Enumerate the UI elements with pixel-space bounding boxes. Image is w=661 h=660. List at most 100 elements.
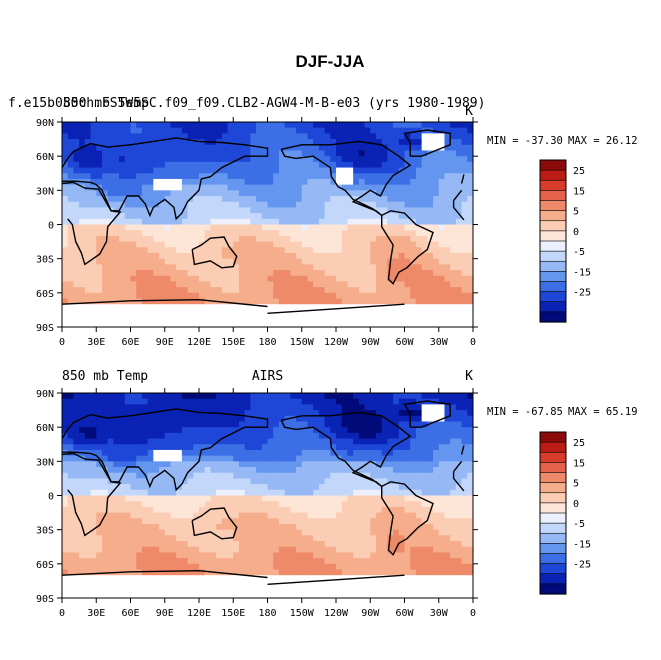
heatmap-cell	[404, 235, 411, 242]
heatmap-cell	[353, 432, 360, 439]
heatmap-cell	[159, 315, 166, 322]
heatmap-cell	[141, 569, 149, 576]
heatmap-cell	[461, 506, 468, 513]
heatmap-cell	[67, 438, 74, 445]
heatmap-cell	[101, 546, 109, 553]
heatmap-cell	[164, 569, 171, 576]
heatmap-cell	[90, 393, 97, 400]
heatmap-cell	[187, 444, 194, 451]
heatmap-cell	[119, 258, 126, 265]
heatmap-cell	[67, 541, 74, 548]
heatmap-cell	[261, 393, 268, 400]
heatmap-cell	[67, 467, 74, 474]
heatmap-cell	[364, 281, 371, 288]
heatmap-cell	[141, 552, 149, 559]
heatmap-cell	[170, 298, 177, 305]
heatmap-cell	[330, 484, 337, 491]
heatmap-cell	[199, 292, 206, 299]
heatmap-cell	[284, 552, 291, 559]
heatmap-cell	[107, 427, 114, 434]
heatmap-cell	[210, 506, 217, 513]
heatmap-cell	[324, 449, 331, 457]
heatmap-cell	[318, 393, 325, 400]
heatmap-cell	[341, 315, 348, 322]
heatmap-cell	[455, 467, 462, 474]
heatmap-cell	[101, 190, 109, 197]
heatmap-cell	[370, 190, 377, 197]
heatmap-cell	[227, 467, 234, 474]
heatmap-cell	[261, 224, 268, 231]
heatmap-cell	[284, 461, 291, 468]
heatmap-cell	[461, 258, 468, 265]
heatmap-cell	[393, 478, 400, 485]
heatmap-cell	[301, 461, 308, 468]
heatmap-cell	[96, 518, 103, 525]
heatmap-cell	[130, 563, 137, 570]
heatmap-cell	[410, 139, 417, 146]
heatmap-cell	[364, 478, 371, 485]
heatmap-cell	[370, 461, 377, 468]
heatmap-cell	[438, 495, 445, 502]
heatmap-cell	[433, 275, 440, 282]
heatmap-cell	[130, 398, 137, 405]
heatmap-cell	[170, 484, 177, 491]
heatmap-cell	[398, 133, 405, 140]
heatmap-cell	[421, 563, 428, 570]
heatmap-cell	[176, 455, 183, 462]
heatmap-cell	[387, 541, 394, 548]
heatmap-cell	[467, 495, 474, 502]
heatmap-cell	[301, 558, 308, 565]
heatmap-cell	[398, 398, 405, 405]
heatmap-cell	[67, 298, 74, 305]
heatmap-cell	[318, 558, 325, 565]
heatmap-cell	[204, 449, 211, 457]
heatmap-cell	[176, 569, 183, 576]
heatmap-cell	[199, 472, 206, 479]
heatmap-cell	[147, 535, 154, 542]
heatmap-cell	[96, 213, 103, 220]
heatmap-cell	[433, 184, 440, 191]
heatmap-cell	[301, 230, 308, 237]
heatmap-cell	[364, 218, 371, 225]
heatmap-cell	[324, 167, 331, 174]
heatmap-cell	[313, 410, 320, 417]
heatmap-cell	[455, 489, 462, 496]
heatmap-cell	[433, 241, 440, 248]
heatmap-cell	[467, 461, 474, 468]
heatmap-cell	[433, 421, 440, 428]
heatmap-cell	[164, 161, 171, 168]
heatmap-cell	[290, 478, 297, 485]
heatmap-cell	[147, 569, 154, 576]
heatmap-cell	[410, 512, 417, 519]
heatmap-cell	[130, 455, 137, 462]
coastlines	[61, 129, 465, 314]
heatmap-cell	[130, 178, 137, 186]
heatmap-cell	[67, 404, 74, 411]
heatmap-cell	[233, 529, 240, 536]
heatmap-cell	[461, 127, 468, 134]
heatmap-cell	[278, 461, 286, 468]
colorbar-label: -25	[573, 288, 591, 299]
heatmap-cell	[147, 518, 154, 525]
heatmap-cell	[301, 444, 308, 451]
heatmap-cell	[461, 190, 468, 197]
heatmap-cell	[404, 178, 411, 186]
heatmap-cell	[73, 292, 80, 299]
heatmap-cell	[438, 535, 445, 542]
heatmap-cell	[381, 196, 388, 203]
heatmap-cell	[433, 546, 440, 553]
heatmap-cell	[415, 449, 423, 457]
heatmap-cell	[176, 427, 183, 434]
heatmap-cell	[221, 529, 228, 536]
heatmap-cell	[450, 178, 457, 186]
heatmap-cell	[393, 122, 400, 129]
heatmap-cell	[96, 444, 103, 451]
heatmap-cell	[307, 489, 314, 496]
heatmap-cell	[313, 241, 320, 248]
heatmap-cell	[301, 472, 308, 479]
heatmap-cell	[79, 150, 86, 157]
heatmap-cell	[210, 552, 217, 559]
heatmap-cell	[261, 421, 268, 428]
heatmap-cell	[62, 558, 69, 565]
heatmap-cell	[141, 512, 149, 519]
